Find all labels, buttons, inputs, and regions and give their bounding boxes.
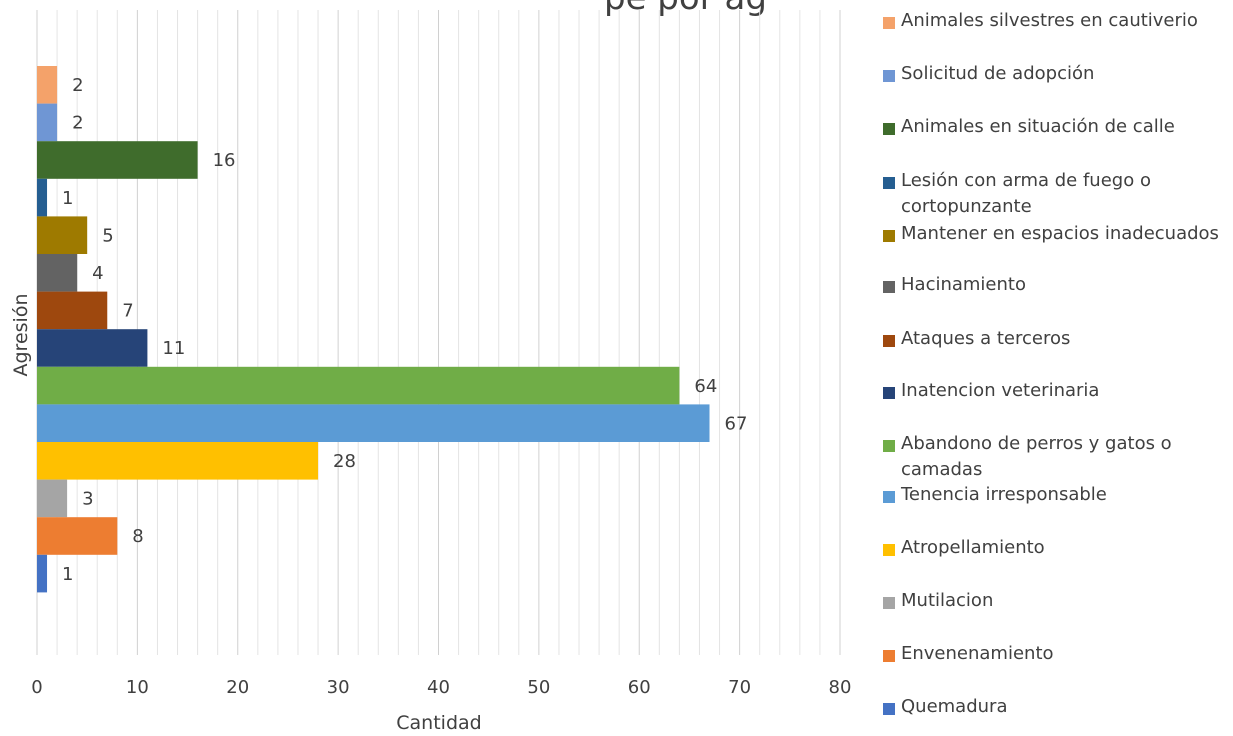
x-tick-label: 80 xyxy=(829,677,852,698)
bars xyxy=(37,66,710,593)
legend-item: Lesión con arma de fuego o cortopunzante xyxy=(883,168,1228,220)
legend-label: Mutilacion xyxy=(901,590,994,611)
legend-swatch xyxy=(883,650,895,662)
bar xyxy=(37,291,108,330)
legend-item: Hacinamiento xyxy=(883,272,1228,298)
bar xyxy=(37,66,58,104)
y-axis-title: Agresión xyxy=(10,294,32,377)
bar xyxy=(37,103,58,142)
legend-label: Lesión con arma de fuego o cortopunzante xyxy=(901,170,1151,217)
x-tick-label: 50 xyxy=(527,677,550,698)
bar xyxy=(37,178,48,217)
legend-label: Hacinamiento xyxy=(901,274,1026,295)
bar xyxy=(37,479,68,518)
legend-swatch xyxy=(883,281,895,293)
legend-item: Envenenamiento xyxy=(883,641,1228,667)
data-label: 3 xyxy=(82,489,93,510)
data-label: 11 xyxy=(162,338,185,359)
legend-swatch xyxy=(883,335,895,347)
legend: Animales silvestres en cautiverio Solicit… xyxy=(883,0,1233,736)
legend-item: Abandono de perros y gatos o camadas xyxy=(883,431,1228,483)
data-label: 1 xyxy=(62,564,73,585)
legend-item: Mutilacion xyxy=(883,588,1228,614)
legend-label: Atropellamiento xyxy=(901,537,1045,558)
legend-swatch xyxy=(883,597,895,609)
legend-swatch xyxy=(883,703,895,715)
x-tick-label: 40 xyxy=(427,677,450,698)
bar xyxy=(37,404,710,442)
bar xyxy=(37,141,198,179)
grid-lines xyxy=(36,10,841,655)
bar xyxy=(37,366,680,405)
bar xyxy=(37,554,48,593)
x-tick-label: 60 xyxy=(628,677,651,698)
legend-item: Atropellamiento xyxy=(883,535,1228,561)
data-label: 2 xyxy=(72,113,83,134)
legend-swatch xyxy=(883,123,895,135)
data-label: 28 xyxy=(333,451,356,472)
bar xyxy=(37,442,319,480)
legend-label: Abandono de perros y gatos o camadas xyxy=(901,433,1172,480)
legend-label: Quemadura xyxy=(901,696,1008,717)
legend-label: Tenencia irresponsable xyxy=(901,484,1107,505)
data-labels: 2 2 16 1 5 47 11 64 67 28 3 8 1 xyxy=(62,75,747,585)
legend-swatch xyxy=(883,17,895,29)
legend-item: Ataques a terceros xyxy=(883,326,1228,352)
legend-swatch xyxy=(883,544,895,556)
data-label: 64 xyxy=(694,376,717,397)
legend-label: Ataques a terceros xyxy=(901,328,1071,349)
x-axis-title: Cantidad xyxy=(396,712,481,734)
data-label: 2 xyxy=(72,75,83,96)
data-label: 4 xyxy=(92,263,103,284)
x-tick-label: 70 xyxy=(728,677,751,698)
data-label: 5 xyxy=(102,225,113,246)
legend-item: Animales en situación de calle xyxy=(883,114,1228,140)
legend-item: Quemadura xyxy=(883,694,1228,720)
bar xyxy=(37,254,78,292)
x-tick-label: 10 xyxy=(126,677,149,698)
legend-swatch xyxy=(883,387,895,399)
x-tick-label: 30 xyxy=(327,677,350,698)
data-label: 16 xyxy=(213,150,236,171)
legend-label: Solicitud de adopción xyxy=(901,63,1095,84)
legend-item: Tenencia irresponsable xyxy=(883,482,1228,508)
bar-chart: 2 2 16 1 5 47 11 64 67 28 3 8 1 0 10 20 30 40 50 60 70 80 Ca… xyxy=(10,10,851,734)
data-label: 67 xyxy=(725,413,748,434)
x-tick-label: 0 xyxy=(31,677,42,698)
legend-label: Inatencion veterinaria xyxy=(901,380,1100,401)
bar xyxy=(37,216,88,254)
legend-swatch xyxy=(883,491,895,503)
legend-label: Animales en situación de calle xyxy=(901,116,1175,137)
legend-label: Mantener en espacios inadecuados xyxy=(901,223,1219,244)
legend-item: Animales silvestres en cautiverio xyxy=(883,8,1228,34)
x-tick-labels: 0 10 20 30 40 50 60 70 80 xyxy=(31,677,851,698)
legend-swatch xyxy=(883,440,895,452)
legend-swatch xyxy=(883,230,895,242)
bar xyxy=(37,517,118,555)
legend-label: Animales silvestres en cautiverio xyxy=(901,10,1198,31)
x-tick-label: 20 xyxy=(226,677,249,698)
legend-item: Solicitud de adopción xyxy=(883,61,1228,87)
data-label: 7 xyxy=(122,301,133,322)
legend-swatch xyxy=(883,177,895,189)
legend-label: Envenenamiento xyxy=(901,643,1054,664)
chart-title-fragment: pe por ag xyxy=(604,0,767,18)
legend-item: Mantener en espacios inadecuados xyxy=(883,221,1228,247)
bar xyxy=(37,329,148,367)
data-label: 8 xyxy=(132,526,143,547)
legend-item: Inatencion veterinaria xyxy=(883,378,1228,404)
data-label: 1 xyxy=(62,188,73,209)
legend-swatch xyxy=(883,70,895,82)
